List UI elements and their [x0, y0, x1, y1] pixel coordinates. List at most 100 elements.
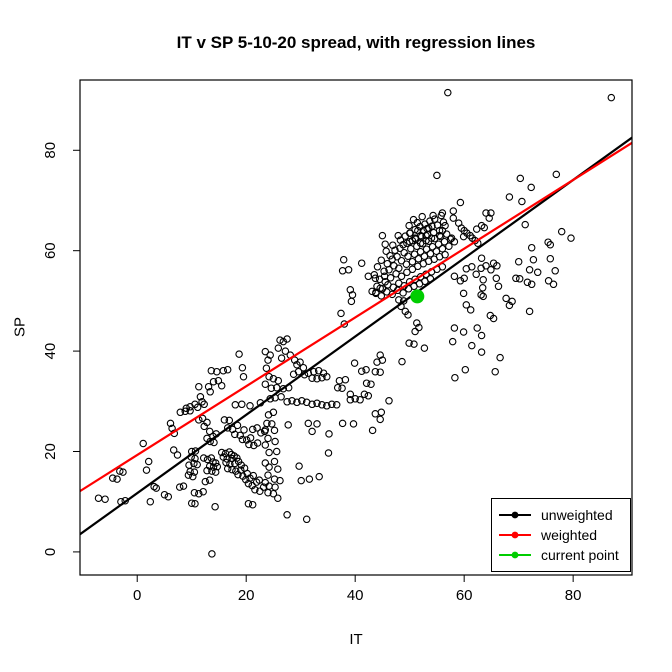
data-point: [424, 224, 433, 232]
data-point: [356, 396, 364, 404]
data-point: [211, 459, 220, 467]
data-point: [344, 266, 353, 274]
x-tick-label: 40: [347, 587, 364, 604]
data-point: [400, 248, 408, 257]
data-point: [239, 372, 248, 381]
data-point: [305, 475, 314, 483]
y-tick-label: 80: [42, 142, 59, 159]
data-point: [274, 494, 282, 502]
data-point: [433, 221, 442, 229]
data-point: [388, 290, 396, 299]
data-point: [284, 421, 292, 429]
data-point: [397, 272, 406, 281]
data-point: [308, 427, 316, 436]
data-point: [146, 497, 155, 506]
data-point: [567, 234, 575, 242]
data-point: [277, 354, 286, 362]
data-point: [341, 375, 350, 384]
data-point: [414, 254, 423, 263]
data-point: [190, 468, 199, 476]
data-point: [245, 440, 253, 449]
data-point: [219, 366, 228, 375]
data-point: [139, 439, 147, 448]
data-point: [231, 401, 240, 409]
data-point: [364, 272, 373, 281]
data-point: [477, 291, 485, 299]
data-point: [269, 408, 278, 417]
data-point: [338, 419, 347, 428]
data-point: [521, 220, 529, 229]
data-point: [272, 447, 281, 456]
data-point: [191, 499, 199, 508]
data-point: [393, 252, 401, 261]
data-point: [350, 359, 359, 367]
data-point: [485, 214, 493, 222]
data-point: [607, 93, 616, 102]
data-point: [479, 276, 487, 284]
legend-box: unweighted weighted current point: [491, 498, 631, 572]
data-point: [267, 384, 276, 392]
data-point: [207, 366, 216, 375]
data-point: [527, 280, 536, 289]
data-point: [265, 448, 273, 457]
data-point: [395, 296, 403, 304]
data-point: [179, 482, 188, 490]
data-point: [410, 250, 419, 258]
data-point: [200, 400, 208, 409]
data-point: [265, 463, 273, 471]
data-point: [459, 328, 468, 336]
data-point: [228, 465, 236, 474]
data-point: [426, 249, 435, 258]
data-point: [410, 340, 418, 348]
data-point: [261, 380, 270, 388]
data-point: [193, 403, 202, 412]
data-point: [422, 245, 431, 253]
data-point: [446, 235, 455, 243]
data-point: [274, 344, 283, 352]
data-point: [214, 376, 223, 385]
data-point: [248, 425, 257, 434]
data-point: [377, 292, 386, 300]
data-point: [264, 434, 272, 443]
data-point: [420, 344, 429, 352]
data-point: [377, 408, 386, 417]
data-point: [315, 472, 323, 481]
data-point: [456, 277, 465, 285]
data-point: [205, 427, 214, 436]
legend-label: unweighted: [541, 507, 613, 523]
data-point: [450, 272, 459, 281]
data-point: [211, 502, 219, 511]
data-point: [259, 483, 268, 491]
data-point: [479, 292, 487, 301]
data-point: [261, 459, 270, 467]
data-point: [195, 382, 203, 391]
data-point: [339, 255, 348, 264]
data-point: [397, 256, 406, 265]
y-tick-label: 60: [42, 242, 59, 259]
data-point: [164, 492, 173, 501]
data-point: [231, 430, 239, 439]
data-point: [533, 268, 542, 277]
data-point: [385, 266, 393, 274]
data-point: [209, 377, 218, 386]
data-point: [191, 447, 200, 455]
data-point: [515, 275, 524, 283]
data-point: [386, 274, 395, 282]
data-point: [270, 475, 279, 483]
data-point: [142, 466, 151, 474]
data-point: [373, 263, 382, 271]
data-point: [527, 183, 535, 192]
data-point: [325, 430, 333, 438]
data-point: [270, 426, 279, 435]
data-point: [173, 451, 182, 459]
data-point: [516, 174, 525, 183]
data-point: [357, 367, 366, 375]
unweighted-line-marker-icon: [499, 511, 531, 519]
data-point: [270, 457, 279, 466]
data-point: [407, 244, 415, 253]
data-point: [274, 465, 282, 473]
data-point: [189, 472, 197, 481]
data-point: [405, 339, 413, 347]
data-point: [404, 252, 412, 260]
data-point: [451, 373, 459, 382]
